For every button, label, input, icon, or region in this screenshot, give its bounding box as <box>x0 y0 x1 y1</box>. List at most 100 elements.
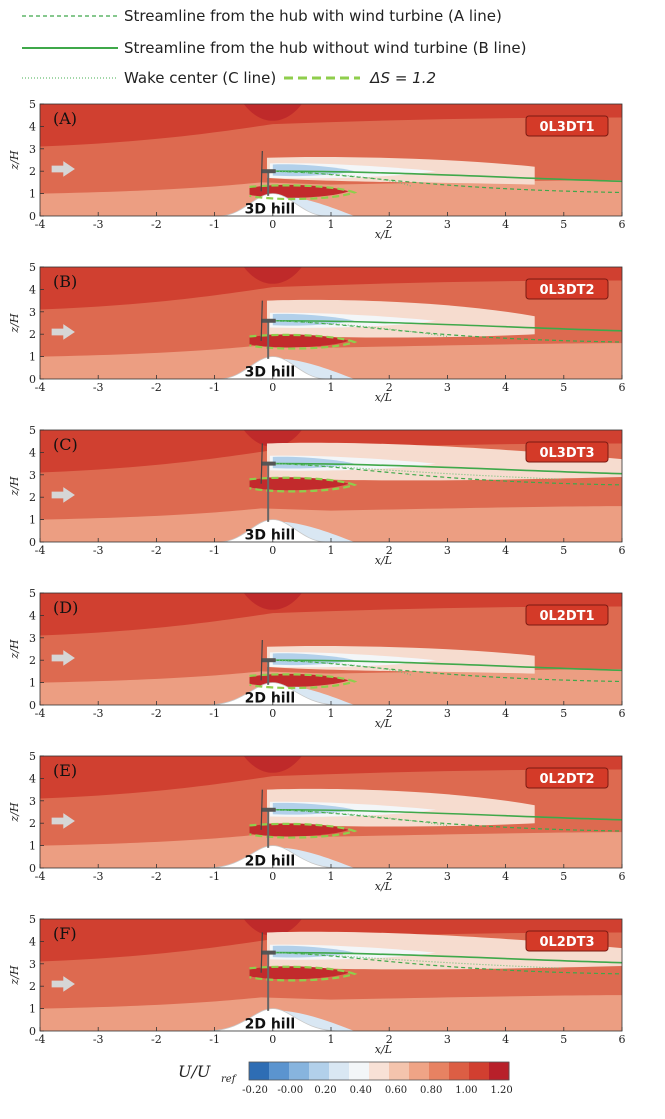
x-tick-label: 3 <box>444 870 451 883</box>
panel-letter: (C) <box>53 435 78 454</box>
speedup-region <box>249 823 349 837</box>
y-tick-label: 4 <box>29 283 36 296</box>
x-tick-label: 2 <box>386 381 393 394</box>
wake-center-line <box>272 809 448 826</box>
y-tick-label: 3 <box>29 143 36 156</box>
y-tick-label: 4 <box>29 772 36 785</box>
field-upper-layer <box>40 756 622 799</box>
x-tick-label: 0 <box>269 544 276 557</box>
x-tick-label: 6 <box>619 381 626 394</box>
y-tick-label: 3 <box>29 306 36 319</box>
x-tick-label: 5 <box>560 870 567 883</box>
legend-item-b-line: Streamline from the hub without wind tur… <box>20 38 526 58</box>
colorbar-swatch <box>389 1062 410 1080</box>
y-tick-label: 0 <box>29 536 36 549</box>
wake-core-blue <box>272 456 355 469</box>
y-tick-label: 3 <box>29 958 36 971</box>
x-tick-label: 1 <box>328 544 335 557</box>
x-tick-label: 3 <box>444 544 451 557</box>
x-tick-label: 0 <box>269 381 276 394</box>
legend-swatch-thick-dashed <box>284 76 361 80</box>
x-tick-label: -2 <box>151 1033 162 1046</box>
y-tick-label: 4 <box>29 446 36 459</box>
panel-letter: (B) <box>53 272 77 291</box>
panel-letter: (A) <box>53 109 77 128</box>
turbine-nacelle <box>261 807 276 812</box>
x-tick-label: 6 <box>619 544 626 557</box>
case-tag: 0L2DT3 <box>525 930 609 952</box>
turbine-rotor <box>260 151 263 192</box>
plot-area <box>40 430 622 542</box>
wake-center-line <box>272 320 448 337</box>
x-tick-label: -2 <box>151 870 162 883</box>
hill-label: 2D hill <box>245 690 296 706</box>
y-tick-label: 0 <box>29 699 36 712</box>
streamline-b <box>272 462 622 475</box>
y-axis-label: z/H <box>8 476 21 497</box>
x-tick-label: -3 <box>93 218 104 231</box>
y-tick-label: 5 <box>29 750 36 763</box>
y-tick-label: 3 <box>29 632 36 645</box>
x-tick-label: -4 <box>35 707 46 720</box>
x-tick-label: -1 <box>209 707 220 720</box>
contour-panels: -4 -3 -2 -1 0 1 2 3 4 5 6 0 1 2 3 4 5 z/H x/L (A) 0L3DT1 3D h… <box>8 98 626 1056</box>
x-tick-label: -1 <box>209 381 220 394</box>
x-tick-label: -4 <box>35 870 46 883</box>
x-tick-label: 0 <box>269 1033 276 1046</box>
speedup-region <box>249 334 349 348</box>
streamline-b <box>272 319 622 332</box>
x-tick-label: 3 <box>444 1033 451 1046</box>
legend-label-ds: ΔS = 1.2 <box>370 69 437 87</box>
y-tick-label: 1 <box>29 514 36 527</box>
case-tag-label: 0L2DT3 <box>539 935 594 950</box>
turbine-nacelle <box>261 950 276 955</box>
x-tick-label: 1 <box>328 1033 335 1046</box>
x-tick-label: 5 <box>560 1033 567 1046</box>
x-tick-label: -1 <box>209 544 220 557</box>
y-tick-label: 5 <box>29 98 36 111</box>
wake-center-line <box>272 463 564 480</box>
y-tick-label: 3 <box>29 795 36 808</box>
x-tick-label: 6 <box>619 218 626 231</box>
turbine-rotor <box>260 640 263 681</box>
inflow-arrow-icon <box>51 813 75 829</box>
x-tick-label: 2 <box>386 1033 393 1046</box>
x-tick-label: 5 <box>560 707 567 720</box>
legend-item-c-line: Wake center (C line) ΔS = 1.2 <box>20 68 436 88</box>
y-tick-label: 1 <box>29 677 36 690</box>
field-crest-jet <box>243 756 302 773</box>
wake-core-blue <box>272 164 355 177</box>
y-tick-label: 2 <box>29 654 36 667</box>
x-tick-label: 2 <box>386 544 393 557</box>
panel-letter: (E) <box>53 761 77 780</box>
colorbar-swatch <box>429 1062 450 1080</box>
x-tick-label: 0 <box>269 707 276 720</box>
x-tick-label: 4 <box>502 707 509 720</box>
y-tick-label: 2 <box>29 980 36 993</box>
streamline-b <box>272 659 622 672</box>
legend-label-b: Streamline from the hub without wind tur… <box>124 39 527 57</box>
x-tick-label: -2 <box>151 218 162 231</box>
field-crest-jet <box>243 104 302 121</box>
y-tick-label: 4 <box>29 935 36 948</box>
x-tick-label: 1 <box>328 381 335 394</box>
field-crest-jet <box>243 919 302 936</box>
legend: Streamline from the hub with wind turbin… <box>0 0 665 100</box>
colorbar-swatch <box>249 1062 270 1080</box>
x-tick-label: 3 <box>444 218 451 231</box>
hill-shape <box>208 845 337 868</box>
y-tick-label: 2 <box>29 491 36 504</box>
wake-center-line <box>272 952 564 969</box>
x-tick-label: 2 <box>386 870 393 883</box>
legend-swatch-solid <box>22 47 118 49</box>
colorbar-tick-label: -0.20 <box>242 1085 268 1096</box>
x-tick-label: -4 <box>35 544 46 557</box>
x-tick-label: -1 <box>209 1033 220 1046</box>
case-tag: 0L2DT2 <box>525 767 609 789</box>
hill-shape <box>220 193 326 216</box>
hill-label: 3D hill <box>245 364 296 380</box>
case-tag-box <box>525 278 609 300</box>
y-tick-label: 5 <box>29 587 36 600</box>
x-tick-label: -4 <box>35 218 46 231</box>
case-tag-label: 0L3DT1 <box>539 120 594 135</box>
